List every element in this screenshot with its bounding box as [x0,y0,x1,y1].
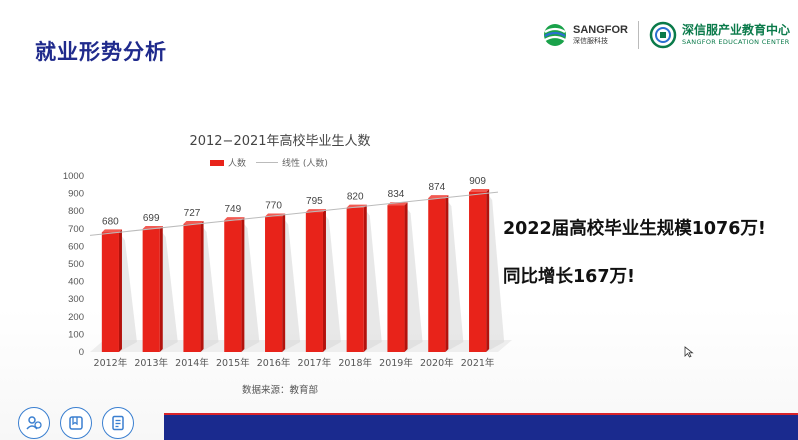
data-label: 680 [102,216,119,227]
bar-side [241,217,245,352]
bar [305,212,323,352]
sangfor-logo: SANGFOR 深信服科技 [541,22,628,48]
bar-side [404,202,408,352]
data-label: 909 [469,176,486,187]
y-tick-label: 100 [68,329,84,340]
bar-shadow [200,224,219,352]
bar-side [282,213,286,352]
bar [428,198,446,352]
x-tick-label: 2017年 [298,357,332,369]
bar-shadow [282,216,301,352]
data-label: 770 [265,200,282,211]
legend-label-trend: 线性 (人数) [282,159,328,169]
bar-shadow [159,228,178,352]
people-icon[interactable] [18,407,50,439]
y-tick-label: 800 [68,206,84,217]
education-center-logo-icon [649,21,677,49]
bar [346,207,364,352]
bar-shadow [118,232,137,352]
bar-chart: 0 100 200 300 400 500 600 700 800 900 1000 680 2012年… [63,171,512,369]
sangfor-logo-name: SANGFOR [572,24,628,36]
bar-top [265,213,286,217]
bar-shadow [486,192,505,352]
sangfor-logo-icon [543,24,566,46]
x-tick-label: 2015年 [216,357,250,369]
y-tick-label: 400 [68,277,84,288]
sangfor-logo-sub: 深信服科技 [572,37,608,45]
education-center-sub: SANGFOR EDUCATION CENTER [681,38,790,47]
bar-side [486,189,490,352]
x-tick-label: 2021年 [461,357,495,369]
data-label: 727 [184,208,201,219]
data-label: 749 [224,204,241,215]
y-tick-label: 1000 [63,171,84,182]
legend-swatch-trendline [256,162,279,163]
y-tick-label: 700 [68,224,84,235]
x-tick-label: 2020年 [420,357,454,369]
y-tick-label: 0 [79,347,84,358]
y-tick-label: 600 [68,241,84,252]
bar-side [159,225,163,352]
x-tick-label: 2019年 [379,357,413,369]
data-label: 795 [306,196,323,207]
bar [183,224,201,352]
bar-shadow [363,207,382,352]
legend-label-count: 人数 [228,159,247,169]
y-tick-label: 300 [68,294,84,305]
data-label: 699 [143,213,160,224]
subline-text: 同比增长167万! [503,267,636,287]
footer-bar [164,415,798,440]
bar [387,205,405,352]
footer-accent-line [164,413,798,416]
data-source-note: 数据来源：教育部 [241,385,318,396]
bar-shadow [445,198,464,352]
logo-divider [637,21,639,49]
trendline [89,191,499,236]
slide-title: 就业形势分析 [35,40,167,64]
bar [224,220,242,352]
mouse-cursor-icon [684,346,694,358]
education-center-name: 深信服产业教育中心 [681,23,790,38]
chart-title: 2012−2021年高校毕业生人数 [189,134,371,149]
bar [265,216,283,352]
data-label: 874 [428,182,445,193]
education-center-logo: 深信服产业教育中心 SANGFOR EDUCATION CENTER [649,21,790,49]
bar-side [200,221,204,352]
bar-shadow [322,212,341,352]
logo-group: SANGFOR 深信服科技 深信服产业教育中心 SANGFOR EDUCATIO… [541,18,790,52]
footer-icon-group [18,407,144,439]
bar [469,192,487,352]
bar-top [183,221,204,225]
y-tick-label: 500 [68,259,84,270]
document-icon[interactable] [102,407,134,439]
y-tick-label: 200 [68,312,84,323]
bar-side [322,209,326,352]
x-tick-label: 2014年 [175,357,209,369]
bar-top [469,189,490,193]
data-label: 834 [388,189,405,200]
headline-text: 2022届高校毕业生规模1076万! [503,219,766,239]
bar-side [445,195,449,352]
x-tick-label: 2016年 [257,357,291,369]
y-tick-label: 900 [68,189,84,200]
data-label: 820 [347,192,364,203]
x-tick-label: 2013年 [134,357,168,369]
bar-side [118,229,122,352]
bar-top [101,229,122,233]
chart-container: 2012−2021年高校毕业生人数 人数 线性 (人数) 0 100 200 300 4… [40,120,520,400]
chart-legend: 人数 线性 (人数) [210,156,328,169]
bar [101,232,119,352]
bar-shadow [241,220,260,352]
legend-swatch-bars [210,159,224,166]
bar [142,228,160,352]
bar-side [363,204,367,352]
book-icon[interactable] [60,407,92,439]
x-tick-label: 2018年 [338,357,372,369]
x-tick-label: 2012年 [94,357,128,369]
bar-shadow [404,205,423,352]
